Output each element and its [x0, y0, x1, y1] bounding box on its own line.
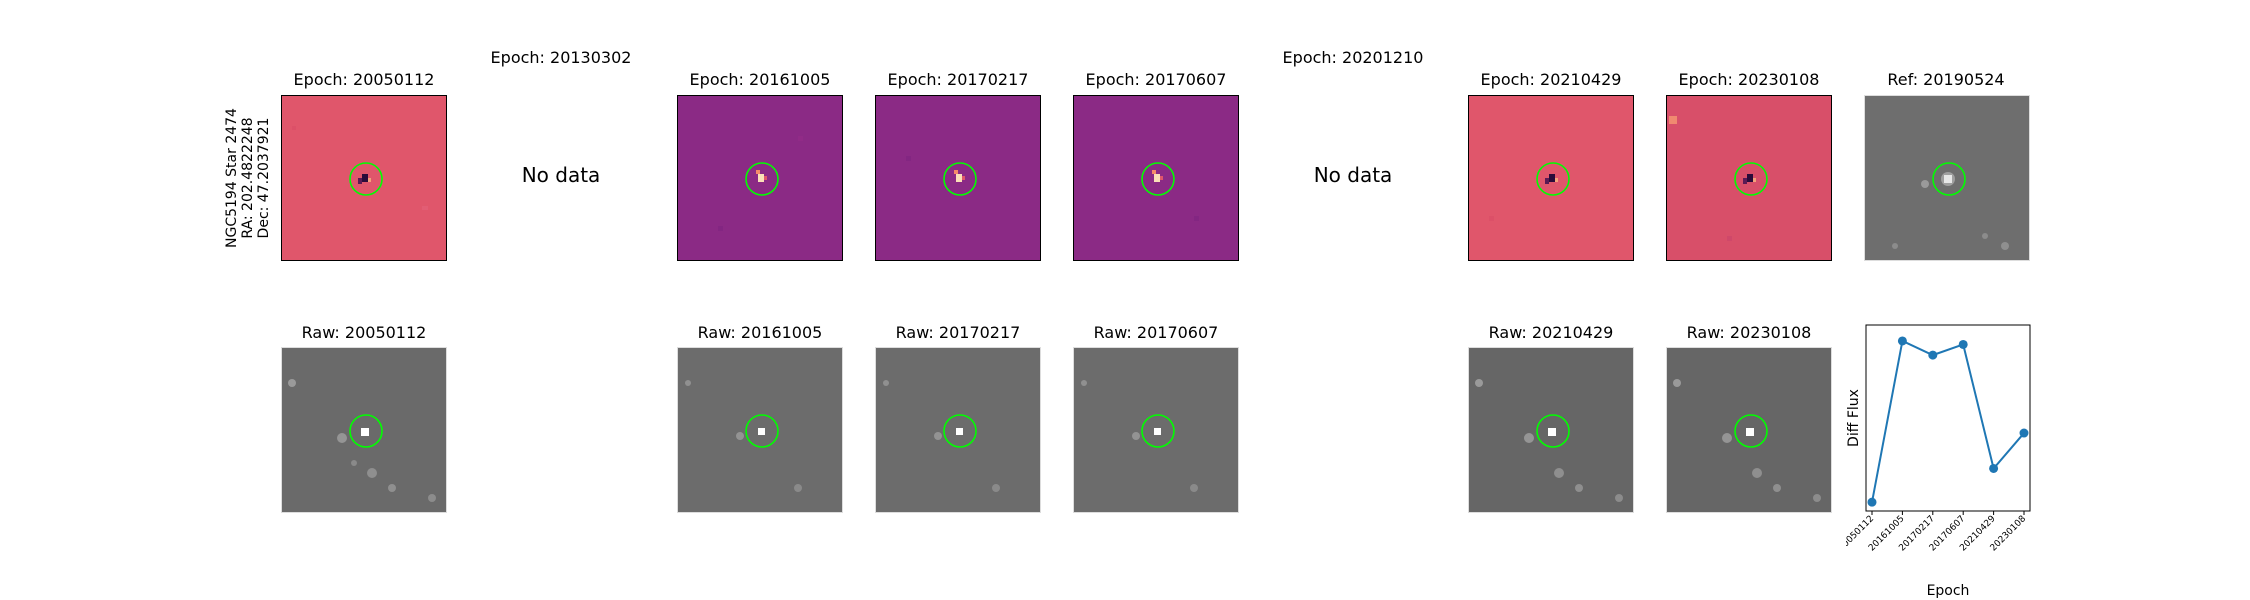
title-epoch-20230108: Epoch: 20230108 — [1678, 70, 1820, 89]
diff-image-20170607 — [1073, 95, 1239, 261]
raw-image-20210429 — [1468, 347, 1634, 513]
data-point-20210429 — [1989, 463, 1999, 473]
title-raw-20170217: Raw: 20170217 — [895, 323, 1021, 342]
title-ref-20190524: Ref: 20190524 — [1887, 70, 2005, 89]
data-point-20050112 — [1867, 497, 1877, 507]
raw-image-20230108 — [1666, 347, 1832, 513]
raw-image-20161005 — [677, 347, 843, 513]
x-axis-label: Epoch — [1927, 583, 1970, 599]
title-raw-20050112: Raw: 20050112 — [301, 323, 427, 342]
diff-image-20230108 — [1666, 95, 1832, 261]
light-curve-chart: 2005011220161005201702172017060720210429… — [1846, 324, 2031, 599]
title-epoch-20201210: Epoch: 20201210 — [1282, 48, 1424, 67]
object-name: NGC5194 Star 2474 — [224, 108, 240, 248]
data-point-20170607 — [1958, 339, 1968, 349]
title-raw-20210429: Raw: 20210429 — [1488, 323, 1614, 342]
y-axis-label: Diff Flux — [1846, 389, 1862, 447]
diff-image-20050112 — [281, 95, 447, 261]
title-epoch-20210429: Epoch: 20210429 — [1480, 70, 1622, 89]
object-label: NGC5194 Star 2474 RA: 202.4822248 Dec: 4… — [224, 108, 272, 248]
raw-image-20170607 — [1073, 347, 1239, 513]
no-data-20130302: No data — [521, 163, 601, 187]
data-point-20161005 — [1897, 336, 1907, 346]
data-point-20230108 — [2019, 428, 2029, 438]
object-dec: Dec: 47.2037921 — [256, 117, 272, 239]
raw-image-20170217 — [875, 347, 1041, 513]
object-ra: RA: 202.4822248 — [240, 117, 256, 239]
title-raw-20161005: Raw: 20161005 — [697, 323, 823, 342]
title-raw-20170607: Raw: 20170607 — [1093, 323, 1219, 342]
title-epoch-20161005: Epoch: 20161005 — [689, 70, 831, 89]
title-epoch-20130302: Epoch: 20130302 — [490, 48, 632, 67]
reference-image-20190524 — [1864, 95, 2030, 261]
diff-image-20161005 — [677, 95, 843, 261]
diff-image-20170217 — [875, 95, 1041, 261]
title-epoch-20050112: Epoch: 20050112 — [293, 70, 435, 89]
title-epoch-20170607: Epoch: 20170607 — [1085, 70, 1227, 89]
no-data-20201210: No data — [1313, 163, 1393, 187]
title-raw-20230108: Raw: 20230108 — [1686, 323, 1812, 342]
title-epoch-20170217: Epoch: 20170217 — [887, 70, 1029, 89]
diff-image-20210429 — [1468, 95, 1634, 261]
series-line — [1871, 339, 2025, 503]
data-point-20170217 — [1928, 350, 1938, 360]
raw-image-20050112 — [281, 347, 447, 513]
plot-frame — [1865, 324, 2031, 512]
